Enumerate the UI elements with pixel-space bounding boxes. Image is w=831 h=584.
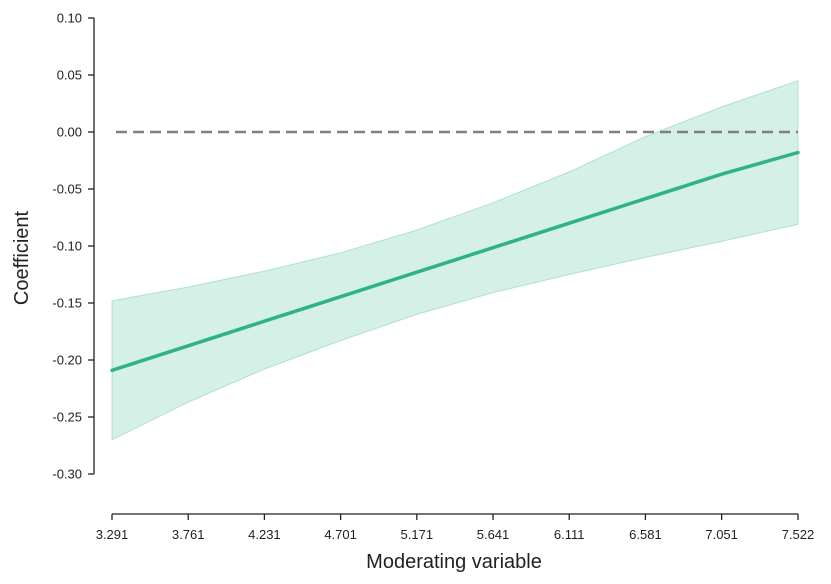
- x-tick-label: 3.761: [172, 527, 205, 542]
- y-tick-label: 0.00: [57, 125, 82, 140]
- y-tick-label: 0.05: [57, 68, 82, 83]
- x-tick-label: 7.051: [705, 527, 738, 542]
- y-tick-label: -0.30: [52, 467, 82, 482]
- coefficient-line: [110, 150, 800, 373]
- x-tick-label: 7.522: [782, 527, 815, 542]
- x-tick-label: 5.641: [477, 527, 510, 542]
- y-ticks: 0.10 0.05 0.00 -0.05 -0.10 -0.15 -0.20 -0.25 -0.…: [52, 11, 94, 482]
- y-tick-label: 0.10: [57, 11, 82, 26]
- x-tick-label: 4.231: [248, 527, 281, 542]
- x-tick-label: 6.581: [629, 527, 662, 542]
- x-tick-label: 5.171: [401, 527, 434, 542]
- y-tick-label: -0.10: [52, 239, 82, 254]
- x-tick-label: 6.111: [554, 527, 585, 542]
- x-tick-label: 4.701: [324, 527, 357, 542]
- x-ticks: 3.291 3.761 4.231 4.701 5.171 5.641 6.111 6.581…: [96, 514, 815, 542]
- series-line-layer: [110, 150, 800, 373]
- x-axis-title: Moderating variable: [366, 551, 542, 573]
- y-tick-label: -0.15: [52, 296, 82, 311]
- y-tick-label: -0.05: [52, 182, 82, 197]
- y-tick-label: -0.20: [52, 353, 82, 368]
- x-tick-label: 3.291: [96, 527, 129, 542]
- y-tick-label: -0.25: [52, 410, 82, 425]
- y-axis-title: Coefficient: [11, 210, 33, 305]
